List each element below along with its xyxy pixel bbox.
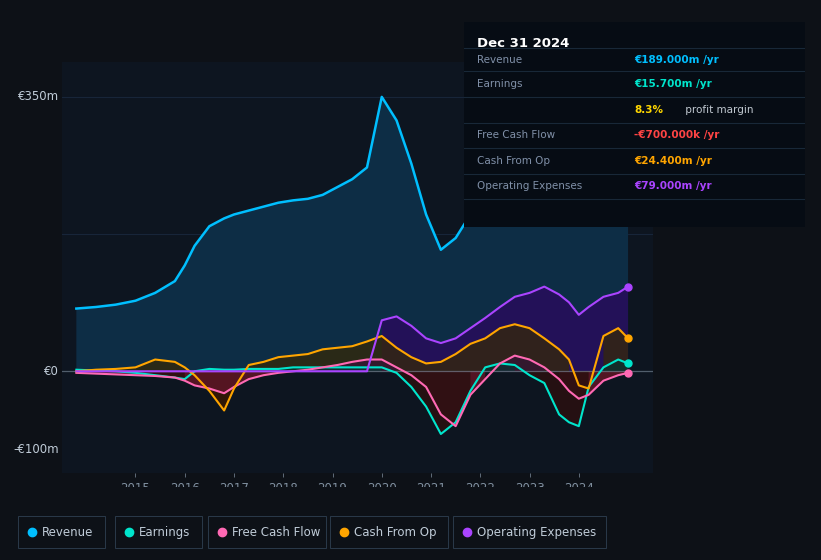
Text: Revenue: Revenue: [42, 526, 94, 539]
Text: Operating Expenses: Operating Expenses: [477, 526, 596, 539]
Text: -€700.000k /yr: -€700.000k /yr: [635, 130, 719, 141]
Bar: [208, 516, 326, 548]
Text: -€100m: -€100m: [13, 443, 58, 456]
Text: €15.700m /yr: €15.700m /yr: [635, 79, 712, 89]
Text: Dec 31 2024: Dec 31 2024: [478, 37, 570, 50]
Text: €350m: €350m: [17, 90, 58, 104]
Text: Earnings: Earnings: [139, 526, 190, 539]
Text: Free Cash Flow: Free Cash Flow: [478, 130, 556, 141]
Bar: [115, 516, 202, 548]
Bar: [330, 516, 448, 548]
Text: Cash From Op: Cash From Op: [354, 526, 437, 539]
Text: profit margin: profit margin: [682, 105, 754, 115]
Text: 8.3%: 8.3%: [635, 105, 663, 115]
Text: Revenue: Revenue: [478, 55, 523, 65]
Text: Cash From Op: Cash From Op: [478, 156, 551, 166]
Text: Earnings: Earnings: [478, 79, 523, 89]
Text: Free Cash Flow: Free Cash Flow: [232, 526, 320, 539]
Bar: [453, 516, 606, 548]
Text: €189.000m /yr: €189.000m /yr: [635, 55, 719, 65]
Text: €79.000m /yr: €79.000m /yr: [635, 181, 712, 192]
Text: Operating Expenses: Operating Expenses: [478, 181, 583, 192]
Text: €0: €0: [44, 365, 58, 378]
Text: €24.400m /yr: €24.400m /yr: [635, 156, 712, 166]
Bar: [18, 516, 105, 548]
